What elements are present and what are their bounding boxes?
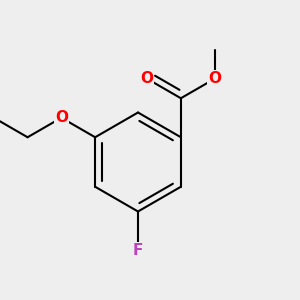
Text: O: O — [208, 71, 221, 86]
Text: O: O — [141, 71, 154, 86]
Text: F: F — [133, 243, 143, 258]
Text: O: O — [55, 110, 68, 125]
